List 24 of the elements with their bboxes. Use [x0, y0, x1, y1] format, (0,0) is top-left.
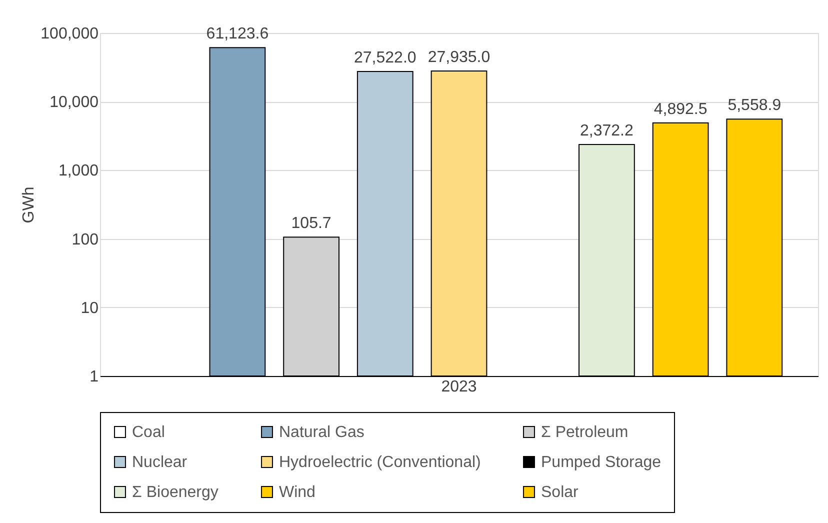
- data-label: 27,935.0: [428, 48, 490, 66]
- legend-label: Wind: [279, 484, 316, 501]
- legend-label: Σ Bioenergy: [132, 484, 218, 501]
- y-tick-label: 10,000: [50, 94, 99, 112]
- data-label: 61,123.6: [206, 26, 269, 43]
- y-tick-label: 10: [80, 300, 99, 317]
- y-tick-label: 100: [72, 231, 99, 248]
- y-axis-title: GWh: [20, 186, 38, 224]
- data-label: 105.7: [291, 215, 332, 232]
- y-tick-label: 100,000: [40, 26, 99, 42]
- y-tick-label: 1,000: [58, 162, 99, 180]
- legend-label: Coal: [132, 424, 165, 441]
- data-label: 2,372.2: [580, 122, 634, 140]
- legend-label: Natural Gas: [279, 424, 364, 441]
- x-tick-label: 2023: [441, 378, 477, 396]
- data-label: 27,522.0: [354, 49, 416, 66]
- legend-label: Hydroelectric (Conventional): [279, 454, 481, 471]
- legend-label: Σ Petroleum: [541, 424, 628, 441]
- data-label: 5,558.9: [728, 97, 782, 114]
- data-label: 4,892.5: [654, 100, 708, 118]
- legend-label: Pumped Storage: [541, 454, 662, 471]
- legend-label: Solar: [541, 484, 580, 501]
- legend-label: Nuclear: [132, 454, 188, 471]
- y-tick-label: 1: [90, 368, 99, 386]
